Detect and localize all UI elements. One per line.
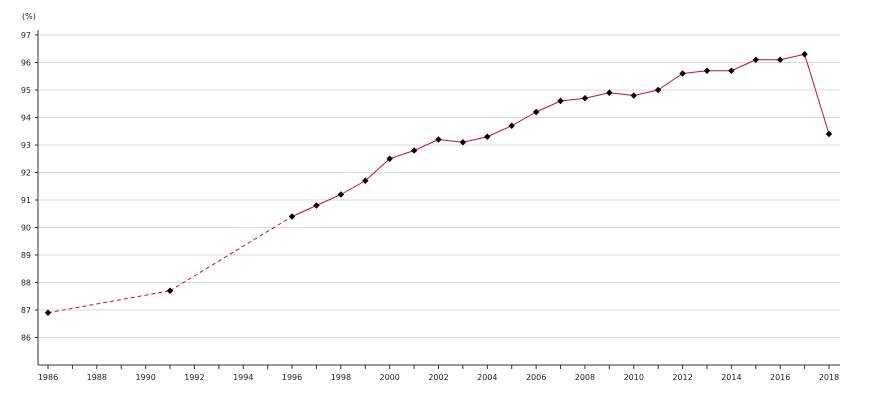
series-segment [47, 290, 171, 314]
x-tick-label: 1986 [38, 373, 58, 382]
series-segment [413, 139, 439, 151]
data-point-marker [410, 147, 418, 154]
grid-lines [38, 34, 840, 338]
data-point-marker [484, 133, 491, 140]
y-tick-label: 97 [21, 31, 31, 40]
y-tick-label: 89 [21, 251, 31, 260]
x-tick-label: 2018 [819, 373, 839, 382]
y-tick-label: 87 [21, 306, 31, 315]
x-tick-label: 1992 [184, 373, 204, 382]
y-tick-labels: 86 87 88 89 90 91 92 93 94 95 96 97 [21, 31, 31, 343]
series-markers [44, 51, 833, 316]
series-segment [560, 97, 585, 102]
x-tick-label: 1988 [87, 373, 107, 382]
data-point-marker [386, 155, 393, 162]
data-point-marker [557, 97, 564, 105]
data-point-marker [166, 287, 174, 294]
data-point-marker [801, 51, 808, 58]
x-tick-label: 1996 [282, 373, 302, 382]
series-segment [657, 73, 683, 91]
series-segment [364, 158, 391, 182]
data-point-marker [337, 191, 345, 198]
series-segment [731, 59, 756, 72]
data-point-marker [776, 56, 784, 63]
series-segment [389, 150, 415, 160]
y-tick-label: 93 [21, 141, 31, 150]
data-point-marker [313, 202, 320, 209]
x-tick-label: 2008 [575, 373, 595, 382]
x-tick-label: 2014 [721, 373, 741, 382]
data-point-marker [606, 89, 613, 96]
x-tick-label: 2004 [477, 373, 497, 382]
series-segment [316, 194, 342, 206]
series-segment [535, 100, 561, 113]
y-tick-label: 91 [21, 196, 31, 205]
y-tick-label: 90 [21, 224, 31, 233]
x-tick-label: 2000 [380, 373, 400, 382]
y-tick-label: 95 [21, 86, 31, 95]
series-segment [804, 54, 830, 135]
x-tick-label: 1990 [135, 373, 155, 382]
series-segment [780, 53, 805, 61]
x-tick-label: 2006 [526, 373, 546, 382]
data-point-marker [44, 309, 52, 316]
series-segment [438, 139, 463, 143]
x-tick-label: 2002 [428, 373, 448, 382]
y-tick-label: 96 [21, 59, 31, 68]
data-point-marker [362, 177, 369, 184]
data-point-marker [288, 213, 296, 220]
data-point-marker [825, 130, 833, 138]
x-tick-label: 2010 [624, 373, 644, 382]
data-point-marker [630, 92, 637, 99]
data-point-marker [703, 67, 711, 74]
data-point-marker [728, 67, 735, 74]
x-tick-label: 2012 [672, 373, 692, 382]
series-segment [487, 125, 512, 138]
data-point-marker [581, 95, 589, 102]
series-segment [291, 205, 317, 217]
series-segment [340, 180, 366, 195]
data-point-marker [459, 139, 467, 146]
data-point-marker [435, 136, 442, 143]
data-point-marker [752, 56, 759, 63]
series-segment [169, 216, 293, 292]
series-line [47, 53, 830, 314]
x-tick-label: 1998 [331, 373, 351, 382]
y-tick-label: 94 [21, 114, 31, 123]
y-tick-label: 92 [21, 169, 31, 178]
y-unit-label: (%) [22, 12, 36, 21]
data-point-marker [508, 122, 515, 129]
y-tick-label: 88 [21, 279, 31, 288]
y-tick-label: 86 [21, 334, 31, 343]
data-point-marker [679, 70, 686, 77]
series-segment [511, 111, 537, 127]
series-segment [633, 89, 659, 96]
x-tick-label: 1994 [233, 373, 253, 382]
x-tick-labels: 1986 1988 1990 1992 1994 1996 1998 2000 2002 2004… [38, 373, 839, 382]
data-point-marker [654, 86, 662, 94]
series-segment [682, 70, 708, 74]
x-tick-label: 2016 [770, 373, 790, 382]
series-segment [462, 136, 488, 143]
series-segment [584, 92, 610, 99]
series-segment [609, 92, 634, 96]
data-point-marker [532, 108, 540, 116]
axes [35, 30, 840, 369]
